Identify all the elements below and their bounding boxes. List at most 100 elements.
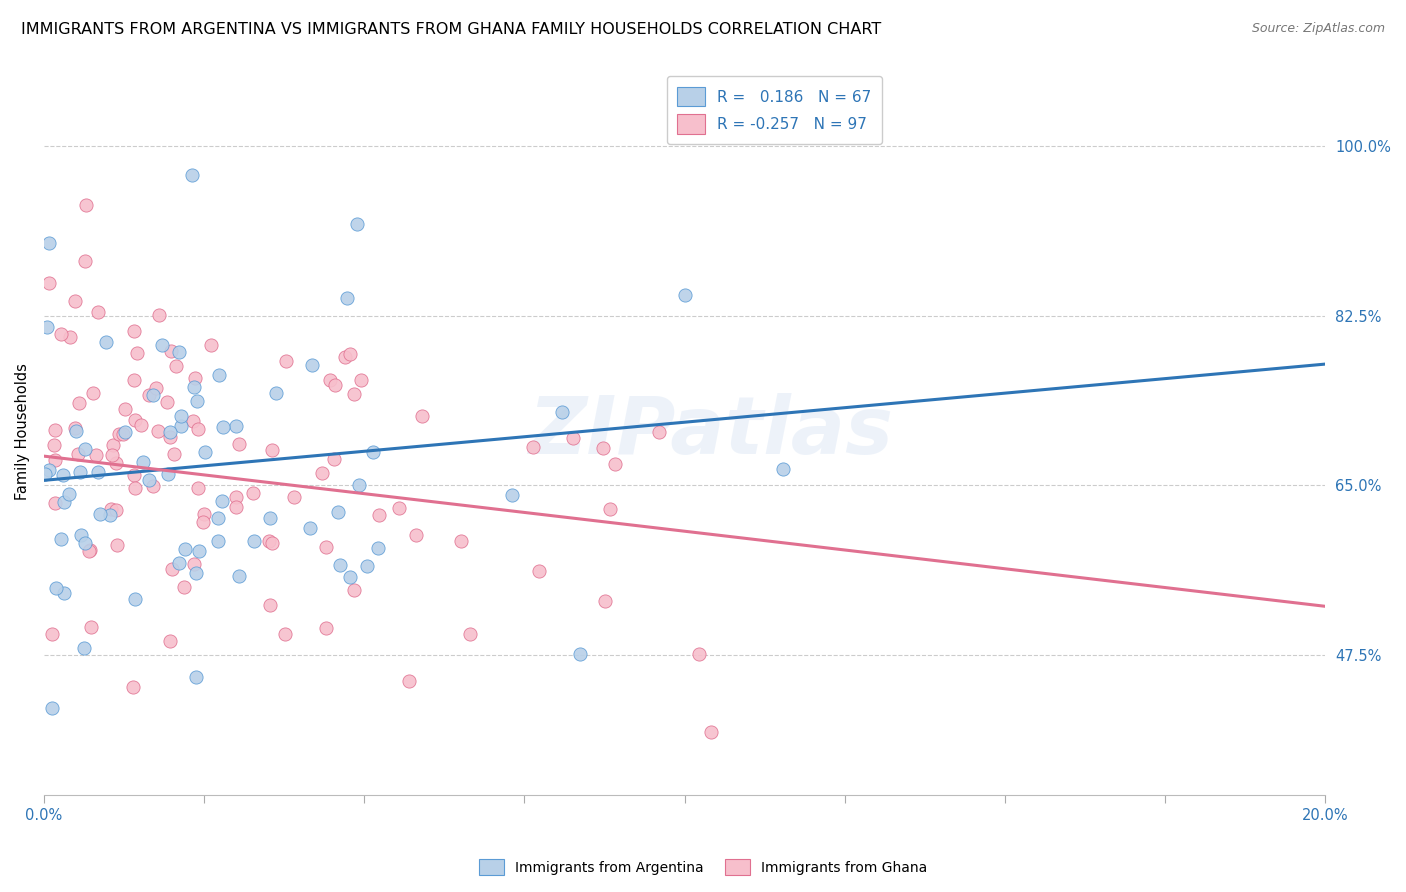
Point [207,533,229,548]
Point [142,478,165,492]
Point [124,482,146,496]
Point [59,330,82,344]
Point [274,627,297,641]
Point [167,557,190,571]
Point [125,345,148,359]
Point [772,461,794,475]
Point [79,542,101,557]
Point [67,396,90,410]
Point [208,368,231,382]
Point [72,641,94,656]
Point [191,515,214,529]
Point [323,452,346,467]
Point [45,581,67,595]
Point [339,570,361,584]
Point [336,291,359,305]
Text: ZIPatlas: ZIPatlas [527,392,893,471]
Point [138,474,160,488]
Point [132,455,155,469]
Point [367,541,389,556]
Point [328,505,350,519]
Point [67,447,90,461]
Point [170,419,193,434]
Point [315,540,337,554]
Point [165,359,187,373]
Point [361,445,384,459]
Point [200,338,222,352]
Point [211,493,233,508]
Point [501,488,523,502]
Point [207,511,229,525]
Point [398,674,420,689]
Point [63,420,86,434]
Y-axis label: Family Households: Family Households [15,363,30,500]
Point [170,409,193,423]
Point [367,508,389,523]
Point [41,627,63,641]
Point [262,536,284,550]
Point [193,507,215,521]
Point [84,448,107,462]
Point [44,496,66,510]
Point [122,681,145,695]
Point [688,647,710,661]
Point [187,421,209,435]
Text: IMMIGRANTS FROM ARGENTINA VS IMMIGRANTS FROM GHANA FAMILY HOUSEHOLDS CORRELATION: IMMIGRANTS FROM ARGENTINA VS IMMIGRANTS … [21,22,882,37]
Point [257,534,280,549]
Point [53,585,76,599]
Point [315,622,337,636]
Point [114,402,136,417]
Point [44,453,66,467]
Point [124,413,146,427]
Point [193,445,215,459]
Point [107,427,129,442]
Point [51,532,73,546]
Point [323,378,346,392]
Point [262,443,284,458]
Point [319,373,342,387]
Point [100,448,122,462]
Point [569,647,592,661]
Point [522,440,544,454]
Point [34,467,56,481]
Point [181,414,204,428]
Point [129,417,152,432]
Point [79,543,101,558]
Point [183,557,205,571]
Point [283,491,305,505]
Point [122,467,145,482]
Point [311,466,333,480]
Point [673,288,696,302]
Point [173,542,195,557]
Point [648,425,671,440]
Point [347,478,370,492]
Point [49,327,72,342]
Point [346,217,368,231]
Point [159,425,181,440]
Point [350,374,373,388]
Point [699,725,721,739]
Point [73,536,96,550]
Legend: R =   0.186   N = 67, R = -0.257   N = 97: R = 0.186 N = 67, R = -0.257 N = 97 [666,76,882,145]
Point [105,456,128,470]
Point [159,430,181,444]
Point [150,338,173,352]
Point [225,500,247,514]
Point [458,627,481,641]
Point [87,466,110,480]
Point [186,394,208,409]
Legend: Immigrants from Argentina, Immigrants from Ghana: Immigrants from Argentina, Immigrants fr… [474,854,932,880]
Point [73,253,96,268]
Point [180,168,202,182]
Point [562,431,585,445]
Point [38,463,60,477]
Point [98,508,121,522]
Point [145,381,167,395]
Point [450,533,472,548]
Point [225,419,247,434]
Point [356,559,378,574]
Point [52,468,75,483]
Text: Source: ZipAtlas.com: Source: ZipAtlas.com [1251,22,1385,36]
Point [65,424,87,438]
Point [148,309,170,323]
